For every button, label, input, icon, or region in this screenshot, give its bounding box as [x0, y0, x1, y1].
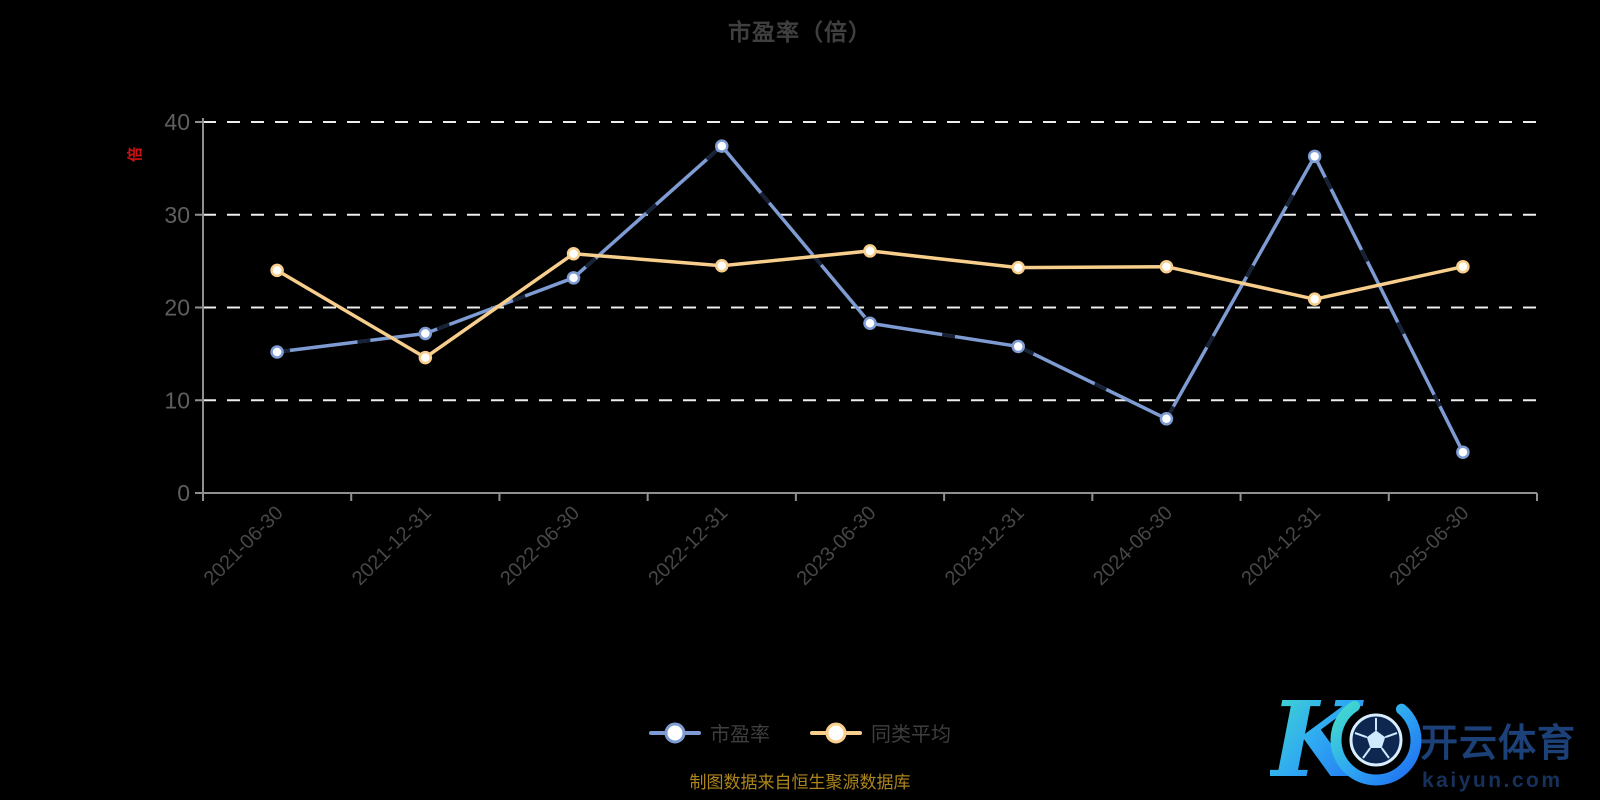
peer-average-data-point[interactable]	[1307, 292, 1322, 306]
peer-average-data-point[interactable]	[1159, 259, 1174, 274]
kaiyun-watermark-logo: K 开云体育 kaiyun.com	[1270, 678, 1576, 798]
peer-average-data-point[interactable]	[270, 263, 284, 278]
y-tick-label: 20	[164, 295, 190, 321]
logo-k-letter: K	[1270, 678, 1364, 798]
peer-average-data-point[interactable]	[715, 259, 729, 273]
peer-average-data-point[interactable]	[1011, 260, 1025, 275]
peer-average-data-point[interactable]	[863, 244, 877, 258]
logo-swirl-icon	[1330, 694, 1422, 786]
pe-ratio-data-point[interactable]	[566, 271, 581, 285]
data-source-caption: 制图数据来自恒生聚源数据库	[689, 773, 911, 792]
y-tick-label: 10	[164, 387, 190, 413]
logo-brand-text: 开云体育	[1420, 723, 1576, 765]
x-tick-label: 2023-12-31	[941, 502, 1029, 590]
pe-ratio-data-point[interactable]	[1011, 339, 1025, 354]
x-tick-label: 2022-12-31	[644, 502, 732, 590]
y-tick-label: 0	[177, 480, 190, 506]
pe-ratio-data-point[interactable]	[863, 316, 877, 331]
x-tick-label: 2021-06-30	[200, 502, 288, 590]
y-tick-label: 40	[164, 109, 190, 135]
pe-ratio-data-point[interactable]	[270, 345, 284, 359]
pe-ratio-data-point[interactable]	[1159, 412, 1174, 426]
chart-legend: 市盈率 同类平均	[0, 718, 1600, 747]
pe-ratio-line	[275, 144, 1465, 454]
x-tick-label: 2024-06-30	[1089, 502, 1177, 590]
pe-ratio-data-point[interactable]	[418, 326, 433, 341]
y-tick-label: 30	[164, 202, 190, 228]
pe-ratio-data-point[interactable]	[1307, 149, 1322, 164]
pe-ratio-legend-marker-icon	[649, 721, 701, 745]
legend-item-pe-ratio[interactable]: 市盈率	[649, 718, 770, 747]
logo-domain-text: kaiyun.com	[1422, 769, 1563, 792]
x-tick-label: 2023-06-30	[793, 502, 881, 590]
pe-ratio-dash-overlay	[276, 143, 1465, 453]
x-tick-label: 2024-12-31	[1237, 502, 1325, 590]
peer-average-legend-marker-icon	[810, 721, 862, 745]
peer-average-line	[275, 249, 1465, 360]
peer-average-data-point[interactable]	[566, 246, 581, 261]
soccer-ball-pentagon	[1366, 730, 1386, 748]
legend-item-peer-average[interactable]: 同类平均	[810, 718, 951, 747]
chart-title: 市盈率（倍）	[728, 19, 872, 45]
soccer-ball-seams	[1354, 718, 1398, 759]
x-tick-label: 2022-06-30	[496, 502, 584, 590]
peer-average-data-point[interactable]	[418, 350, 433, 365]
legend-label-pe-ratio: 市盈率	[710, 724, 770, 746]
legend-label-peer-average: 同类平均	[871, 724, 951, 746]
x-tick-label: 2021-12-31	[348, 502, 436, 590]
peer-average-data-point[interactable]	[1456, 259, 1470, 274]
pe-ratio-data-point[interactable]	[715, 139, 729, 153]
x-tick-label: 2025-06-30	[1386, 502, 1474, 590]
pe-ratio-data-point[interactable]	[1456, 445, 1470, 459]
